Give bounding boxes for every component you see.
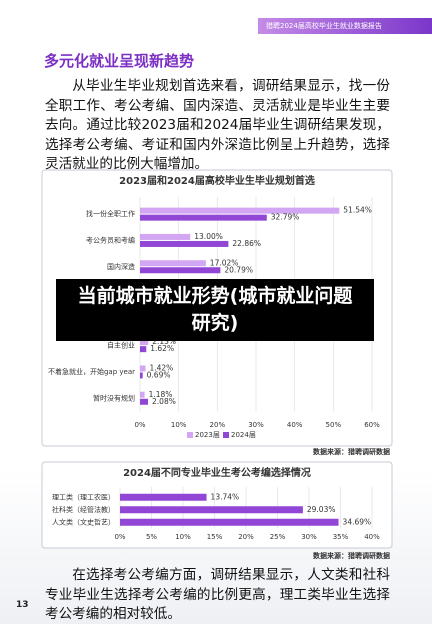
overlay-banner: 当前城市就业形势(城市就业问题研究) xyxy=(56,279,374,341)
bar xyxy=(140,260,206,267)
x-tick-label: 20% xyxy=(210,421,226,429)
legend-swatch xyxy=(223,432,229,438)
legend-label: 2023届 xyxy=(195,431,220,439)
value-label: 2.13% xyxy=(152,337,176,346)
value-label: 20.79% xyxy=(224,265,253,274)
report-header: 猎聘2024届高校毕业生就业数据报告 xyxy=(258,18,432,34)
value-label: 1.62% xyxy=(150,344,174,353)
x-tick-label: 40% xyxy=(364,533,380,541)
bar xyxy=(140,214,267,221)
bar xyxy=(120,506,303,514)
page-number: 13 xyxy=(16,600,29,610)
category-label: 社科类（经管法教） xyxy=(52,505,115,514)
bar xyxy=(140,339,149,346)
paragraph: 在选择考公考编方面，调研结果显示，人文类和社科专业毕业生选择考公考编的比例更高，… xyxy=(45,567,390,622)
bar xyxy=(140,372,143,379)
x-tick-label: 30% xyxy=(301,533,317,541)
bar xyxy=(140,365,146,372)
value-label: 13.74% xyxy=(211,492,240,501)
bar xyxy=(140,233,191,240)
source-note: 数据来源：猎聘调研数据 xyxy=(313,447,390,456)
x-tick-label: 25% xyxy=(270,533,286,541)
legend-swatch xyxy=(187,432,193,438)
bar xyxy=(140,398,149,405)
value-label: 29.03% xyxy=(307,505,336,514)
x-tick-label: 30% xyxy=(248,421,264,429)
chart-frame xyxy=(41,461,393,549)
value-label: 1.42% xyxy=(149,363,173,372)
value-label: 0.69% xyxy=(147,370,171,379)
bar xyxy=(140,346,147,353)
value-label: 1.18% xyxy=(149,390,173,399)
value-label: 51.54% xyxy=(343,206,372,215)
value-label: 34.69% xyxy=(343,517,372,526)
x-tick-label: 5% xyxy=(146,533,157,541)
bar xyxy=(120,518,339,526)
x-tick-label: 20% xyxy=(238,533,254,541)
category-label: 不着急就业，开始gap year xyxy=(48,367,135,376)
x-tick-label: 10% xyxy=(171,421,187,429)
category-label: 考公务员和考编 xyxy=(86,235,135,244)
bar xyxy=(140,207,340,214)
x-tick-label: 60% xyxy=(364,421,380,429)
value-label: 22.86% xyxy=(232,239,261,248)
value-label: 17.02% xyxy=(210,258,239,267)
legend-label: 2024届 xyxy=(231,431,256,439)
x-tick-label: 15% xyxy=(207,533,223,541)
value-label: 32.79% xyxy=(271,213,300,222)
chart-title: 2023届和2024届高校毕业生毕业规划首选 xyxy=(119,174,315,187)
bar xyxy=(120,493,207,501)
category-label: 国内深造 xyxy=(107,262,135,271)
paragraph: 从毕业生毕业规划首选来看，调研结果显示，找一份全职工作、考公考编、国内深造、灵活… xyxy=(45,78,390,172)
x-tick-label: 40% xyxy=(287,421,303,429)
bar xyxy=(140,267,221,274)
x-tick-label: 0% xyxy=(114,533,125,541)
value-label: 2.08% xyxy=(152,397,176,406)
x-tick-label: 50% xyxy=(326,421,342,429)
chart-title: 2024届不同专业毕业生考公考编选择情况 xyxy=(123,466,311,479)
category-label: 人文类（文史哲艺） xyxy=(52,517,115,526)
bar xyxy=(140,240,229,247)
category-label: 找一份全职工作 xyxy=(86,209,135,218)
section-heading: 多元化就业呈现新趋势 xyxy=(44,52,195,70)
x-tick-label: 35% xyxy=(333,533,349,541)
category-label: 暂时没有规划 xyxy=(93,393,135,402)
x-tick-label: 0% xyxy=(134,421,145,429)
category-label: 理工类（理工农医） xyxy=(52,492,115,501)
category-label: 自主创业 xyxy=(107,341,135,350)
bar xyxy=(140,391,145,398)
value-label: 13.00% xyxy=(194,232,223,241)
x-tick-label: 10% xyxy=(175,533,191,541)
source-note: 数据来源：猎聘调研数据 xyxy=(313,551,390,560)
